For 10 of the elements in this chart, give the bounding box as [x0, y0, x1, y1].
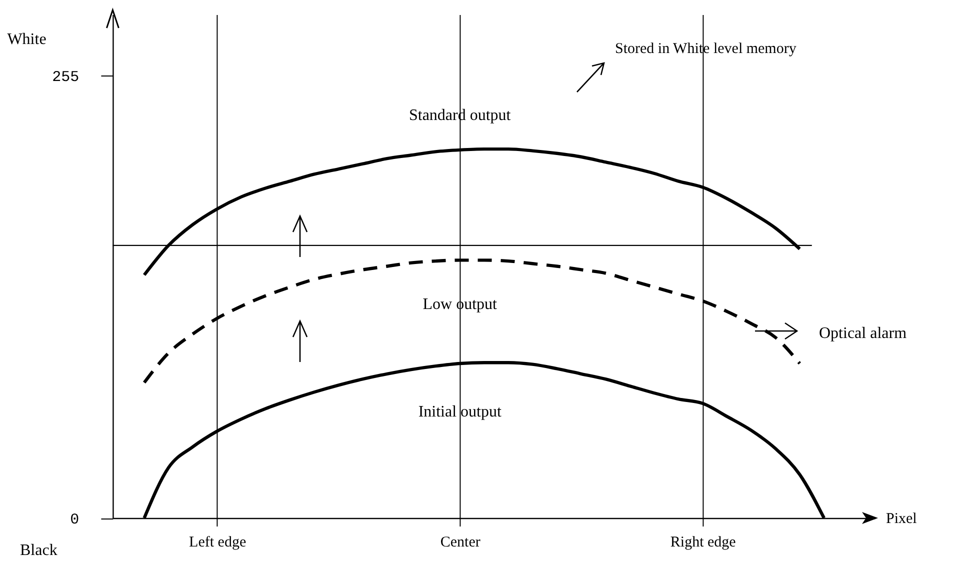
- text: Initial output: [418, 404, 502, 421]
- y-axis-title: White: [7, 31, 46, 48]
- text: Pixel: [886, 511, 917, 527]
- y-tick-label: 255: [52, 68, 80, 86]
- text: Optical alarm: [819, 325, 908, 342]
- y-tick-label: 0: [70, 512, 80, 528]
- x-tick-label: Center: [440, 534, 480, 550]
- text: Black: [20, 542, 58, 559]
- x-tick-label: Right edge: [670, 534, 736, 550]
- x-tick-label: Left edge: [189, 534, 246, 550]
